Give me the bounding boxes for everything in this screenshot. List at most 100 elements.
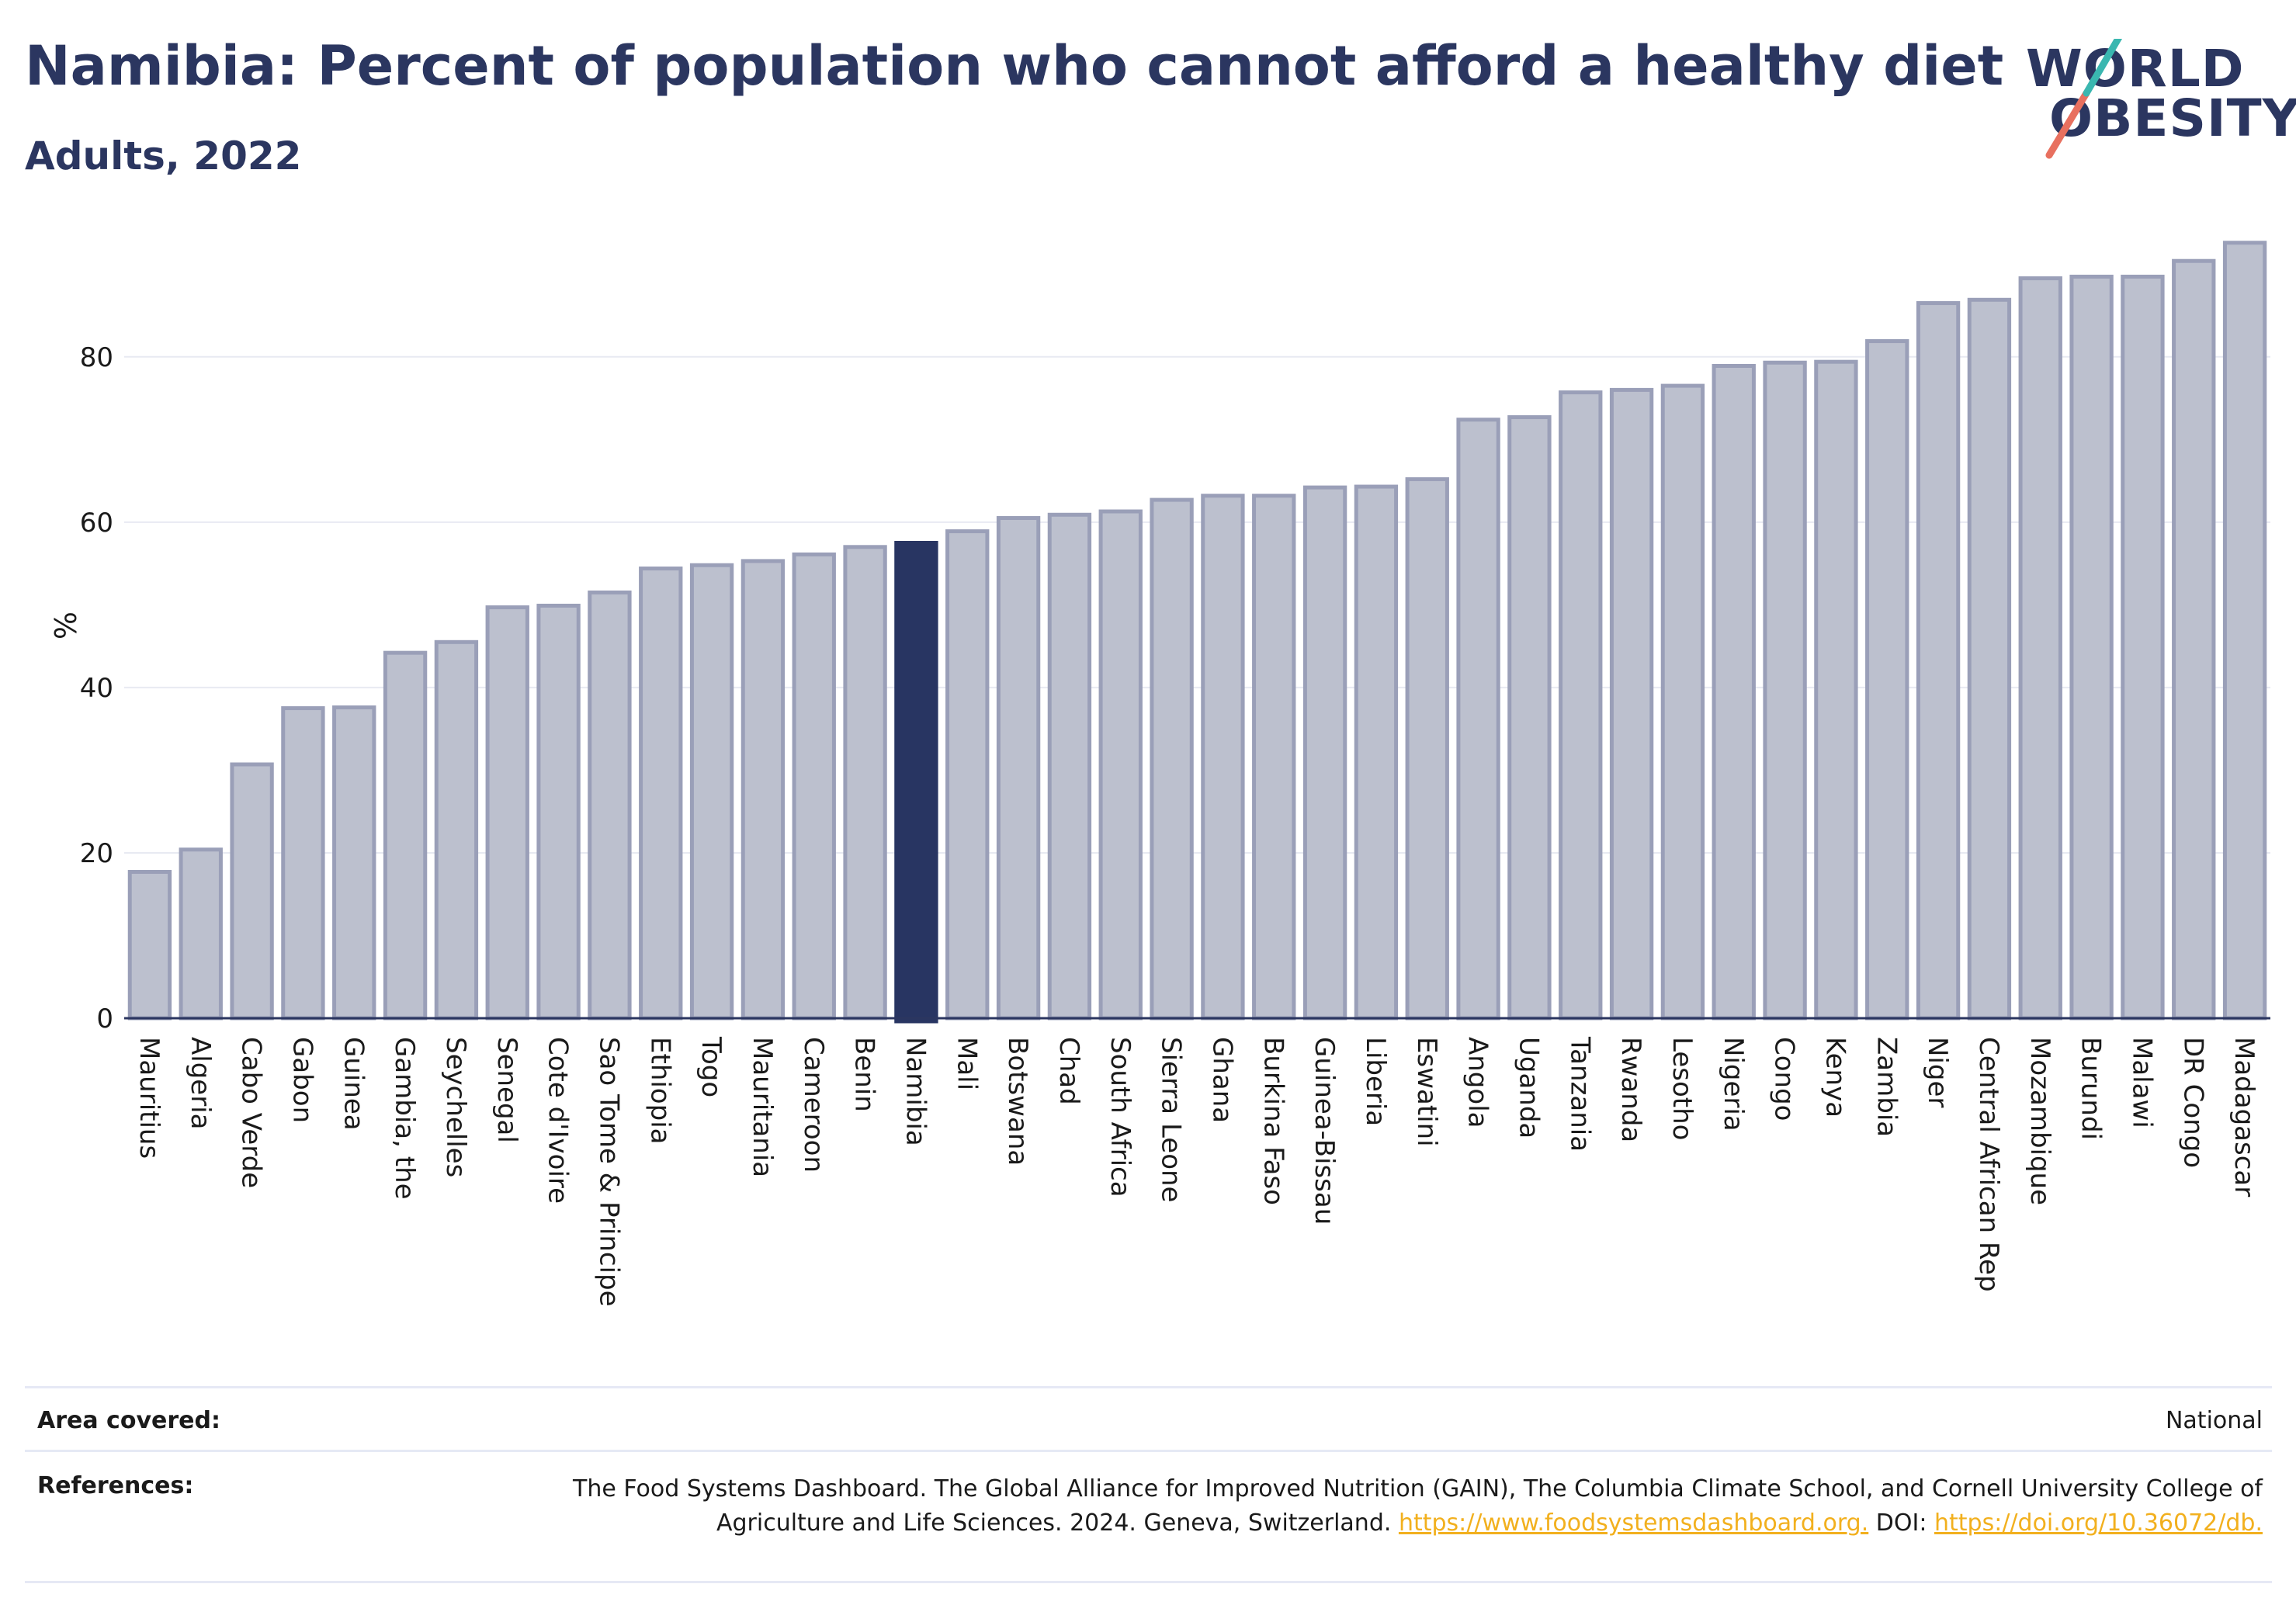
x-tick-label: Niger: [1922, 1037, 1953, 1107]
x-tick-label: Algeria: [185, 1037, 216, 1129]
x-tick-label: DR Congo: [2177, 1037, 2208, 1168]
bar: [1609, 387, 1654, 1021]
x-tick-label: Kenya: [1819, 1037, 1850, 1118]
x-tick-label: Burundi: [2076, 1037, 2107, 1140]
bar: [1507, 415, 1552, 1021]
bar: [1660, 383, 1705, 1021]
bar: [1559, 390, 1603, 1021]
bar: [2172, 258, 2216, 1021]
x-tick-label: Eswatini: [1411, 1037, 1442, 1147]
bar: [1047, 512, 1092, 1021]
bar: [1814, 359, 1858, 1021]
bar: [127, 869, 172, 1021]
x-tick-label: Namibia: [900, 1037, 931, 1146]
x-tick-label: Mali: [951, 1037, 982, 1090]
world-obesity-logo: WORLD OBESITY: [2026, 39, 2296, 163]
y-tick-label: 80: [80, 342, 113, 373]
bar: [843, 545, 887, 1021]
x-tick-label: Seychelles: [440, 1037, 471, 1177]
bar: [1763, 360, 1807, 1021]
bar: [1865, 339, 1909, 1021]
x-tick-label: Senegal: [491, 1037, 522, 1143]
bar: [536, 603, 581, 1021]
references-body: The Food Systems Dashboard. The Global A…: [573, 1475, 2263, 1537]
x-tick-label: Zambia: [1871, 1037, 1902, 1137]
bar: [996, 516, 1041, 1021]
bar: [1354, 484, 1399, 1021]
x-tick-label: Ghana: [1206, 1037, 1237, 1123]
bar: [281, 706, 325, 1021]
bar: [179, 847, 223, 1021]
bar: [894, 540, 938, 1024]
x-tick-label: Mauritius: [134, 1037, 165, 1159]
logo-text-obesity: OBESITY: [2049, 88, 2296, 148]
area-covered-value: National: [2165, 1406, 2263, 1434]
dashboard-link[interactable]: https://www.foodsystemsdashboard.org.: [1398, 1509, 1869, 1537]
chart-title: Namibia: Percent of population who canno…: [25, 34, 2004, 98]
bar: [2018, 276, 2062, 1021]
bar: [332, 705, 376, 1021]
references-row: References: The Food Systems Dashboard. …: [25, 1450, 2272, 1583]
bar: [1712, 364, 1756, 1021]
x-tick-label: Togo: [695, 1036, 727, 1097]
bar: [485, 605, 529, 1021]
x-tick-label: Nigeria: [1718, 1037, 1749, 1132]
x-tick-label: Madagascar: [2228, 1037, 2260, 1197]
x-tick-label: Chad: [1053, 1037, 1084, 1105]
x-tick-label: Congo: [1769, 1037, 1800, 1121]
x-tick-label: Mauritania: [747, 1037, 778, 1177]
bar: [383, 650, 428, 1021]
x-tick-label: Liberia: [1360, 1037, 1391, 1126]
bar: [1252, 494, 1296, 1021]
doi-link[interactable]: https://doi.org/10.36072/db.: [1934, 1509, 2263, 1537]
references-doi-label: DOI:: [1868, 1509, 1934, 1537]
x-tick-label: Uganda: [1513, 1037, 1544, 1139]
bar: [1405, 477, 1449, 1021]
x-tick-label: Malawi: [2126, 1037, 2157, 1128]
bar: [792, 552, 836, 1021]
x-tick-label: Benin: [849, 1037, 880, 1112]
x-tick-label: Gambia, the: [389, 1037, 420, 1200]
x-tick-label: Guinea: [338, 1037, 369, 1131]
area-covered-row: Area covered: National: [25, 1386, 2272, 1452]
x-tick-label: Gabon: [286, 1037, 317, 1123]
references-text: The Food Systems Dashboard. The Global A…: [555, 1472, 2272, 1541]
area-covered-label: Area covered:: [37, 1406, 220, 1434]
x-tick-label: Sao Tome & Principe: [593, 1037, 624, 1307]
x-tick-label: Lesotho: [1667, 1037, 1698, 1140]
bar: [1150, 497, 1194, 1021]
bar: [1302, 485, 1347, 1021]
references-label: References:: [37, 1472, 194, 1499]
y-tick-label: 60: [80, 508, 113, 539]
logo-text-world: WORLD: [2026, 39, 2245, 99]
bar: [1967, 297, 2012, 1021]
bar: [2121, 274, 2165, 1021]
bar: [434, 639, 479, 1021]
bar: [1098, 509, 1143, 1021]
bar: [2222, 241, 2267, 1021]
bar: [1201, 494, 1245, 1021]
x-tick-label: Guinea-Bissau: [1309, 1037, 1340, 1225]
bar: [1456, 418, 1500, 1021]
x-tick-label: Botswana: [1002, 1037, 1033, 1166]
bar: [230, 762, 274, 1021]
x-tick-label: Ethiopia: [644, 1037, 675, 1144]
bar: [689, 563, 734, 1021]
bar: [740, 559, 786, 1021]
chart-subtitle: Adults, 2022: [25, 133, 302, 178]
x-tick-label: Central African Rep: [1973, 1037, 2004, 1292]
x-tick-label: Burkina Faso: [1257, 1037, 1288, 1205]
x-tick-label: Cote d'Ivoire: [543, 1037, 574, 1204]
x-tick-label: Cabo Verde: [236, 1037, 267, 1188]
y-tick-label: 0: [96, 1003, 113, 1035]
bar: [945, 529, 990, 1021]
y-tick-label: 20: [80, 838, 113, 869]
x-tick-label: South Africa: [1105, 1037, 1136, 1197]
x-tick-label: Cameroon: [798, 1037, 829, 1173]
y-tick-label: 40: [80, 673, 113, 704]
bar: [639, 566, 683, 1021]
logo-slash-icon: [2045, 39, 2123, 159]
bar: [588, 590, 632, 1021]
x-tick-label: Tanzania: [1564, 1036, 1595, 1152]
bar: [1916, 301, 1961, 1021]
